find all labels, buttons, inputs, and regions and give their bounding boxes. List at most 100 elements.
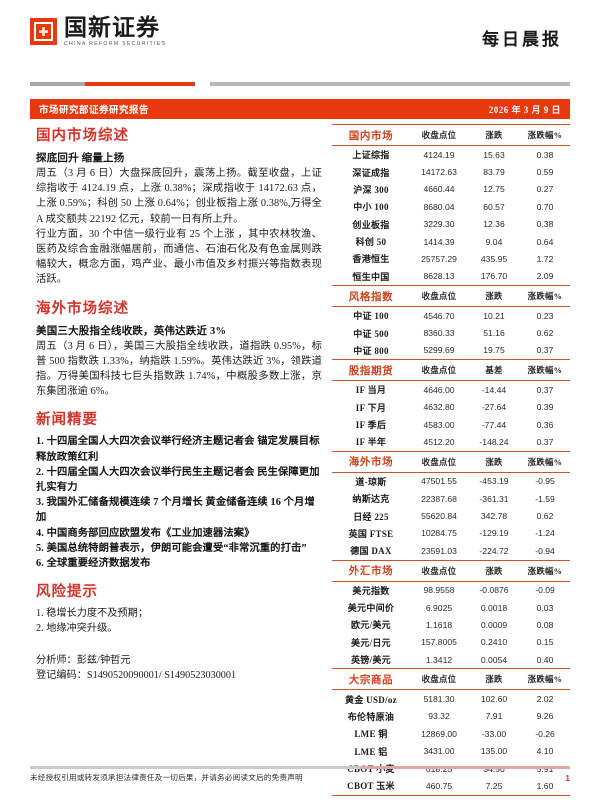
table-row: 上证综指 4124.19 15.63 0.38 xyxy=(332,146,570,164)
row-value: 0.0009 xyxy=(480,619,508,630)
row-value: 4646.00 xyxy=(423,384,455,395)
domestic-paragraph-1: 周五（3 月 6 日）大盘探底回升，震荡上扬。截至收盘，上证综指收于 4124.… xyxy=(36,168,322,225)
table-row: CBOT 小麦 618.25 34.50 5.91 xyxy=(332,760,570,777)
row-value: -77.44 xyxy=(481,419,507,430)
row-label: CBOT 小麦 xyxy=(347,764,395,775)
row-value: 0.62 xyxy=(536,328,554,339)
row-value: 60.57 xyxy=(483,201,505,212)
row-value: -33.00 xyxy=(481,728,507,739)
table-row: 沪深 300 4660.44 12.75 0.27 xyxy=(332,181,570,198)
analyst-license: 登记编码：S1490520090001/ S1490523030001 xyxy=(36,670,237,682)
row-label: 美元/日元 xyxy=(350,637,391,648)
page-footer: 未经授权引用或转发须承担法律责任及一切后果，并请务必阅读文后的免责声明 1 xyxy=(30,772,570,783)
row-value: 135.00 xyxy=(480,746,508,757)
row-value: 0.2410 xyxy=(480,637,508,648)
analyst-names: 分析师：彭兹/钟哲元 xyxy=(36,655,131,667)
overseas-paragraph-1: 周五（3 月 6 日），美国三大股指全线收跌，道指跌 0.95%，标普 500 … xyxy=(36,340,322,398)
row-label: 深证成指 xyxy=(352,167,390,178)
row-value: 3229.30 xyxy=(423,219,455,230)
row-value: 0.38 xyxy=(536,149,554,160)
table-row: IF 季后 4583.00 -77.44 0.36 xyxy=(332,416,570,433)
row-value: 6.9025 xyxy=(425,602,453,613)
table-group-header: 海外市场 收盘点位 涨跌 涨跌幅% xyxy=(332,450,570,473)
row-value: 0.37 xyxy=(536,384,554,395)
market-data-table: 国内市场 收盘点位 涨跌 涨跌幅% 上证综指 4124.19 15.63 0.38 深证成指 14… xyxy=(332,124,570,796)
table-group-header: 大宗商品 收盘点位 涨跌 涨跌幅% xyxy=(332,668,570,691)
table-row: 美元/日元 157.8005 0.2410 0.15 xyxy=(332,634,570,651)
table-row: 科创 50 1414.39 9.04 0.64 xyxy=(332,233,570,250)
table-row: 中小 100 8680.04 60.57 0.70 xyxy=(332,198,570,215)
table-row: 欧元/美元 1.1618 0.0009 0.08 xyxy=(332,616,570,633)
column-header: 涨跌 xyxy=(468,668,520,691)
row-value: 0.36 xyxy=(536,419,554,430)
risk-list: 1. 稳增长力度不及预期； 2. 地缘冲突升级。 xyxy=(36,606,322,636)
column-header: 涨跌幅% xyxy=(520,285,570,307)
row-value: 8680.04 xyxy=(423,201,455,212)
row-value: 2.02 xyxy=(536,694,554,705)
row-value: 19.75 xyxy=(468,341,520,361)
page-number: 1 xyxy=(565,772,570,783)
group-name: 大宗商品 xyxy=(332,668,410,691)
row-value: 22387.68 xyxy=(421,493,457,504)
row-label: 道-琼斯 xyxy=(355,476,387,487)
column-header: 涨跌幅% xyxy=(520,668,570,691)
row-value: 9.04 xyxy=(485,236,503,247)
news-list: 1. 十四届全国人大四次会议举行经济主题记者会 锚定发展目标 释放政策红利 2. … xyxy=(36,434,322,571)
row-value: 176.70 xyxy=(468,267,520,286)
column-header: 涨跌幅% xyxy=(520,124,570,146)
row-label: CBOT 玉米 xyxy=(332,777,410,796)
row-label: 创业板指 xyxy=(352,219,390,230)
row-value: -0.09 xyxy=(535,585,555,596)
risk-item: 1. 稳增长力度不及预期； xyxy=(36,608,149,620)
row-label: LME 铜 xyxy=(354,729,388,740)
news-item: 1. 十四届全国人大四次会议举行经济主题记者会 锚定发展目标 释放政策红利 xyxy=(36,436,320,463)
row-value: 4512.20 xyxy=(410,433,468,452)
row-value: 0.40 xyxy=(520,651,570,670)
row-value: 342.78 xyxy=(480,511,508,522)
row-label: 中证 100 xyxy=(353,311,389,322)
news-item: 5. 美国总统特朗普表示，伊朗可能会遭受“非常沉重的打击” xyxy=(36,542,307,554)
news-item: 3. 我国外汇储备规模连续 7 个月增长 黄金储备连续 16 个月增加 xyxy=(36,497,315,524)
row-label: 香港恒生 xyxy=(352,254,390,265)
row-label: 中证 800 xyxy=(332,341,410,361)
row-label: 科创 50 xyxy=(355,237,387,248)
masthead: 国新证券 CHINA REFORM SECURITIES 每日晨报 xyxy=(0,0,600,64)
row-value: 435.95 xyxy=(480,253,508,264)
row-value: 10284.75 xyxy=(421,528,457,539)
row-label: 中小 100 xyxy=(353,202,389,213)
header-rule-bars xyxy=(30,82,570,86)
row-value: 12.75 xyxy=(483,184,505,195)
table-row: 香港恒生 25757.29 435.95 1.72 xyxy=(332,250,570,267)
brand-logo: 国新证券 CHINA REFORM SECURITIES xyxy=(30,16,166,47)
column-header: 收盘点位 xyxy=(410,668,468,691)
row-value: -224.72 xyxy=(468,542,520,561)
column-header: 涨跌幅% xyxy=(520,359,570,382)
report-date: 2026 年 3 月 9 日 xyxy=(488,104,561,115)
row-label: LME 铝 xyxy=(354,746,388,757)
row-value: -0.94 xyxy=(520,542,570,561)
column-header: 涨跌幅% xyxy=(520,450,570,473)
footer-rule xyxy=(30,766,570,769)
table-row: LME 铝 3431.00 135.00 4.10 xyxy=(332,743,570,760)
row-value: 4.10 xyxy=(536,746,554,757)
report-title-band: 市场研究部证券研究报告 2026 年 3 月 9 日 xyxy=(30,99,570,119)
table-row: LME 铜 12869.00 -33.00 -0.26 xyxy=(332,725,570,742)
row-value: 0.39 xyxy=(536,402,554,413)
row-value: 8360.33 xyxy=(423,328,455,339)
table-row: 中证 500 8360.33 51.16 0.62 xyxy=(332,324,570,341)
row-value: 0.0054 xyxy=(468,651,520,670)
row-value: 93.32 xyxy=(428,711,450,722)
row-value: 4546.70 xyxy=(423,310,455,321)
table-row: 美元中间价 6.9025 0.0018 0.03 xyxy=(332,599,570,616)
row-value: 12.36 xyxy=(483,219,505,230)
table-row: IF 下月 4632.80 -27.64 0.39 xyxy=(332,399,570,416)
report-type-title: 每日晨报 xyxy=(482,30,562,49)
row-value: 5.91 xyxy=(536,763,554,774)
row-label: IF 季后 xyxy=(355,420,387,431)
table-row: 英国 FTSE 10284.75 -129.19 -1.24 xyxy=(332,525,570,542)
group-name: 国内市场 xyxy=(332,124,410,146)
row-value: 1.3412 xyxy=(410,651,468,670)
row-value: 4583.00 xyxy=(423,419,455,430)
row-value: 5181.30 xyxy=(423,694,455,705)
table-row: 创业板指 3229.30 12.36 0.38 xyxy=(332,216,570,233)
